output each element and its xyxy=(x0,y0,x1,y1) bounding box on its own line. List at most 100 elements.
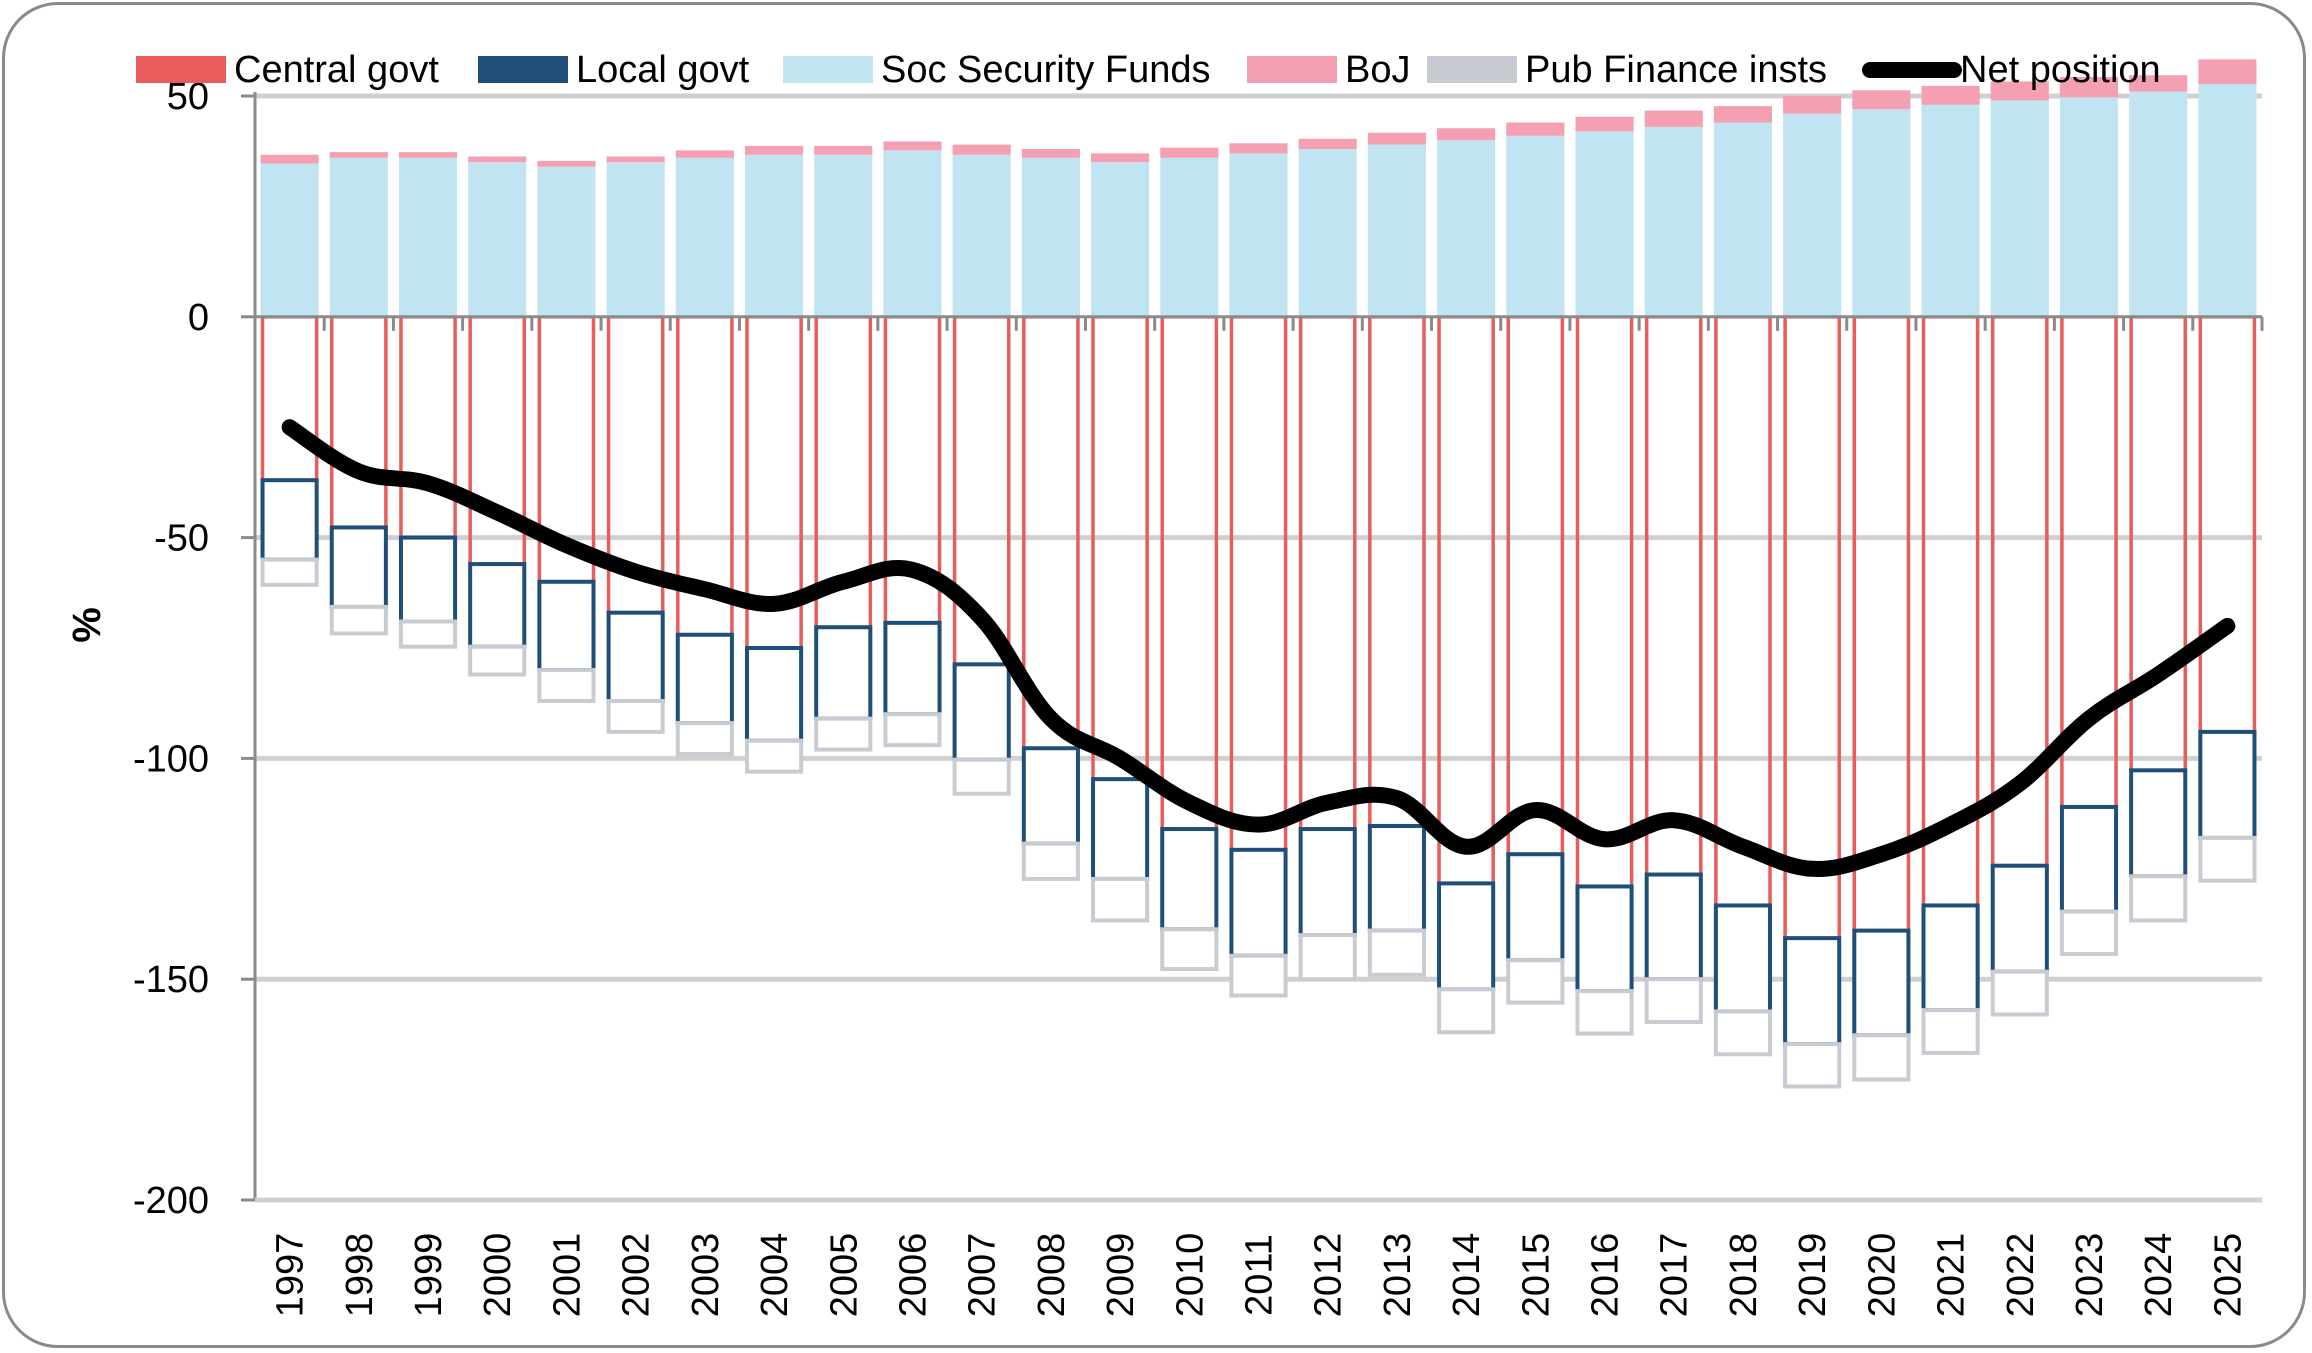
bar-central-govt xyxy=(1091,315,1149,781)
x-tick-label: 2009 xyxy=(1100,1233,1142,1318)
bar-local-govt xyxy=(1644,872,1703,982)
bar-central-govt xyxy=(2129,315,2188,773)
x-tick-label: 2025 xyxy=(2207,1233,2249,1318)
bar-pub-finance-insts xyxy=(537,668,596,703)
bar-local-govt xyxy=(606,610,665,703)
bar-pub-finance-insts xyxy=(1160,927,1219,972)
bar-pub-finance-insts xyxy=(1506,958,1565,1005)
y-tick-label: -150 xyxy=(133,959,209,1001)
bar-central-govt xyxy=(1160,315,1219,831)
bar-soc-security-funds xyxy=(1298,148,1357,317)
bar-boj xyxy=(1783,96,1842,114)
bar-boj xyxy=(814,145,873,155)
negative-bars xyxy=(260,315,2257,1089)
x-tick-label: 2004 xyxy=(754,1233,796,1318)
axes xyxy=(253,92,2264,1203)
x-tick-label: 2023 xyxy=(2069,1233,2111,1318)
bar-boj xyxy=(1160,147,1219,158)
y-tick-labels: 500-50-100-150-200 xyxy=(133,76,209,1222)
bar-boj xyxy=(260,154,319,164)
bar-pub-finance-insts xyxy=(675,721,734,756)
x-tick-label: 2000 xyxy=(477,1233,519,1318)
bar-central-govt xyxy=(260,315,319,482)
bar-soc-security-funds xyxy=(2059,97,2119,317)
bar-local-govt xyxy=(1437,881,1496,992)
bar-boj xyxy=(1367,132,1426,145)
bar-central-govt xyxy=(1229,315,1288,852)
bar-pub-finance-insts xyxy=(1713,1009,1773,1057)
bar-local-govt xyxy=(1298,827,1357,938)
bar-local-govt xyxy=(1506,852,1565,963)
x-tick-label: 2002 xyxy=(616,1233,658,1318)
x-tick-label: 2016 xyxy=(1585,1233,1627,1318)
bar-soc-security-funds xyxy=(814,154,873,317)
bar-central-govt xyxy=(1437,315,1495,886)
x-tick-labels: 1997 1998 1999 2000 2001 2002 2003 2004 2005 2006… xyxy=(270,1233,2250,1318)
bar-soc-security-funds xyxy=(1506,135,1565,317)
bar-pub-finance-insts xyxy=(1921,1008,1980,1055)
legend-item: BoJ xyxy=(1247,49,1410,91)
bar-central-govt xyxy=(1298,315,1357,831)
legend-swatch xyxy=(478,56,568,83)
bar-local-govt xyxy=(2129,768,2188,879)
bar-soc-security-funds xyxy=(1367,144,1426,317)
bar-soc-security-funds xyxy=(1990,100,2049,317)
legend-label: Pub Finance insts xyxy=(1525,49,1827,91)
bar-boj xyxy=(675,150,734,158)
bar-pub-finance-insts xyxy=(1852,1033,1911,1082)
bar-soc-security-funds xyxy=(1921,104,1980,317)
x-tick-label: 2007 xyxy=(962,1233,1004,1318)
bar-central-govt xyxy=(1783,315,1841,940)
bar-local-govt xyxy=(1990,863,2049,974)
bar-central-govt xyxy=(1506,315,1565,856)
bar-soc-security-funds xyxy=(1644,126,1703,317)
bar-boj xyxy=(1644,110,1703,127)
bar-pub-finance-insts xyxy=(468,644,527,677)
bar-boj xyxy=(2059,77,2119,98)
bar-central-govt xyxy=(1714,315,1772,908)
x-tick-label: 2006 xyxy=(892,1233,934,1318)
bar-local-govt xyxy=(2198,729,2257,840)
bar-pub-finance-insts xyxy=(952,757,1011,796)
bar-pub-finance-insts xyxy=(606,698,665,734)
bar-soc-security-funds xyxy=(329,157,388,317)
bar-pub-finance-insts xyxy=(1644,977,1703,1025)
x-tick-label: 2014 xyxy=(1446,1233,1488,1318)
bar-soc-security-funds xyxy=(2198,84,2257,317)
bar-boj xyxy=(1990,81,2049,101)
bar-soc-security-funds xyxy=(1852,109,1911,317)
bar-local-govt xyxy=(952,662,1011,762)
bar-boj xyxy=(744,145,804,155)
legend-item: Net position xyxy=(1862,49,2161,91)
bar-pub-finance-insts xyxy=(1367,928,1426,977)
legend-item: Pub Finance insts xyxy=(1427,49,1827,91)
x-tick-label: 2015 xyxy=(1515,1233,1557,1318)
bar-local-govt xyxy=(744,646,804,743)
bar-pub-finance-insts xyxy=(1990,969,2049,1017)
bar-central-govt xyxy=(399,315,457,540)
bar-local-govt xyxy=(1783,936,1842,1047)
bar-boj xyxy=(883,141,942,151)
bar-soc-security-funds xyxy=(1783,113,1842,317)
bar-soc-security-funds xyxy=(606,162,665,317)
bar-boj xyxy=(1021,148,1080,158)
bar-pub-finance-insts xyxy=(2198,835,2257,883)
bar-boj xyxy=(1575,116,1634,132)
bar-boj xyxy=(1229,143,1288,154)
x-tick-label: 2021 xyxy=(1931,1233,1973,1318)
bar-local-govt xyxy=(1229,847,1288,958)
bar-soc-security-funds xyxy=(1437,140,1496,317)
bar-pub-finance-insts xyxy=(329,604,388,636)
x-tick-label: 2008 xyxy=(1031,1233,1073,1318)
bar-soc-security-funds xyxy=(398,157,458,317)
legend-item: Central govt xyxy=(136,49,439,91)
bar-local-govt xyxy=(1091,777,1150,881)
bar-boj xyxy=(1298,138,1357,149)
bar-local-govt xyxy=(260,478,319,562)
x-tick-label: 2003 xyxy=(685,1233,727,1318)
bar-pub-finance-insts xyxy=(1298,933,1357,982)
net-position-line xyxy=(281,419,2236,877)
bar-boj xyxy=(468,156,527,163)
bar-pub-finance-insts xyxy=(260,557,319,587)
bar-pub-finance-insts xyxy=(1783,1042,1842,1089)
